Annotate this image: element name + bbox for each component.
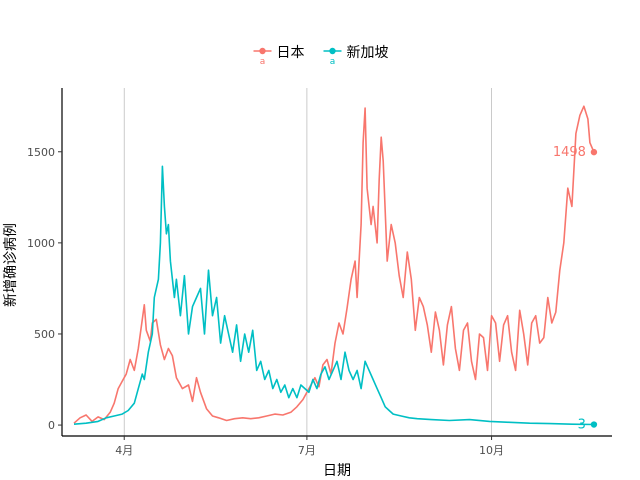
- x-axis-title: 日期: [323, 463, 351, 479]
- x-axis-ticks: 4月 7月 10月: [115, 436, 504, 457]
- end-point-1: [590, 421, 598, 428]
- legend-key-letter-1: a: [330, 57, 336, 67]
- end-label-1: 3: [578, 418, 586, 433]
- y-tick-label-1: 500: [34, 328, 55, 341]
- legend-key-point-1: [329, 47, 336, 55]
- axes: [61, 88, 612, 437]
- series-line-1: [73, 165, 594, 426]
- y-tick-label-0: 0: [48, 419, 55, 432]
- legend-key-letter-0: a: [260, 57, 266, 67]
- x-tick-label-1: 7月: [298, 444, 316, 457]
- legend: a 日本 a 新加坡: [253, 45, 389, 67]
- x-tick-label-2: 10月: [479, 444, 504, 457]
- y-tick-label-2: 1000: [27, 237, 55, 250]
- series-lines: [73, 105, 595, 426]
- x-tick-label-0: 4月: [115, 444, 133, 457]
- legend-label-0: 日本: [277, 45, 305, 61]
- legend-label-1: 新加坡: [347, 45, 389, 61]
- end-point-0: [590, 148, 598, 156]
- end-label-0: 1498: [553, 145, 586, 160]
- y-tick-label-3: 1500: [27, 146, 55, 159]
- y-axis-title: 新增确诊病例: [3, 223, 19, 307]
- legend-key-point-0: [259, 47, 266, 55]
- end-labels: 1498 3: [553, 145, 598, 433]
- y-axis-ticks: 0 500 1000 1500: [27, 146, 62, 432]
- series-line-0: [73, 105, 595, 424]
